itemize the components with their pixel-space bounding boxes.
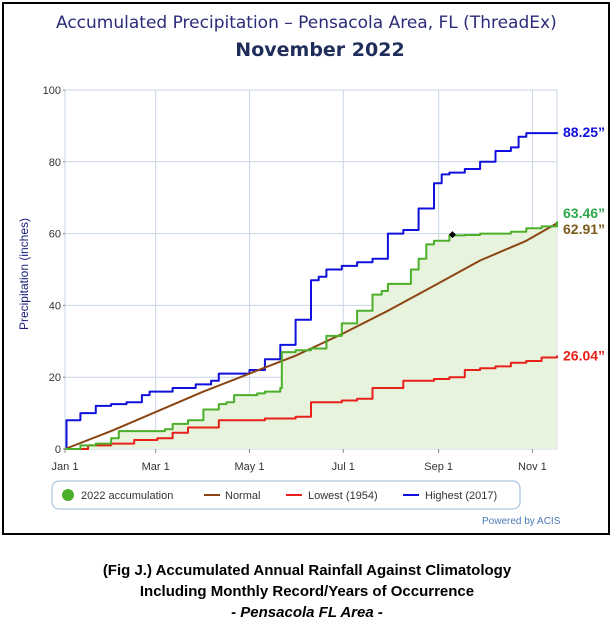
y-tick-label: 0: [55, 444, 61, 456]
series-line-normal: [64, 222, 558, 450]
chart-subtitle: November 2022: [235, 39, 404, 61]
legend: 2022 accumulation Normal Lowest (1954) H…: [51, 480, 521, 510]
x-tick-label: Jan 1: [52, 461, 79, 473]
y-tick-label: 80: [49, 157, 61, 169]
y-tick-label: 20: [49, 372, 61, 384]
caption-line-1: (Fig J.) Accumulated Annual Rainfall Aga…: [102, 562, 512, 579]
y-axis-ticks: 0 20 40 60 80 100: [43, 85, 65, 456]
credit[interactable]: Powered by ACIS: [482, 516, 561, 527]
series-lines: [64, 132, 558, 450]
end-label-2022-accumulation: 63.46”: [563, 205, 605, 221]
caption-line-3: - Pensacola FL Area -: [231, 604, 383, 621]
legend-2022-swatch: [62, 489, 74, 501]
legend-2022-label[interactable]: 2022 accumulation: [81, 490, 173, 502]
x-tick-label: Mar 1: [142, 461, 170, 473]
x-tick-label: Jul 1: [332, 461, 355, 473]
y-tick-label: 60: [49, 229, 61, 241]
x-tick-label: Nov 1: [518, 461, 547, 473]
end-label-highest-2017: 88.25”: [563, 124, 605, 140]
chart-title: Accumulated Precipitation – Pensacola Ar…: [56, 13, 557, 33]
fill-2022-accumulation: [65, 221, 557, 449]
series-line-highest-2017: [65, 132, 558, 450]
y-axis-label: Precipitation (inches): [17, 218, 31, 330]
chart-frame: Accumulated Precipitation – Pensacola Ar…: [2, 2, 610, 535]
x-tick-label: May 1: [235, 461, 265, 473]
y-tick-label: 40: [49, 300, 61, 312]
figure-caption: (Fig J.) Accumulated Annual Rainfall Aga…: [0, 560, 614, 623]
legend-normal-label[interactable]: Normal: [225, 490, 260, 502]
x-tick-label: Sep 1: [424, 461, 453, 473]
current-value-marker: [448, 231, 456, 239]
end-labels: 63.46”62.91” 26.04” 88.25”: [563, 124, 605, 363]
series-line-lowest-1954: [65, 355, 558, 450]
legend-lowest-label[interactable]: Lowest (1954): [308, 490, 378, 502]
legend-highest-label[interactable]: Highest (2017): [425, 490, 497, 502]
y-tick-label: 100: [43, 85, 61, 97]
caption-line-2: Including Monthly Record/Years of Occurr…: [139, 583, 475, 600]
chart: Accumulated Precipitation – Pensacola Ar…: [17, 13, 605, 527]
end-label-lowest-1954: 26.04”: [563, 348, 605, 364]
end-label-normal: 62.91”: [563, 221, 605, 237]
x-axis-ticks: Jan 1 Mar 1 May 1 Jul 1 Sep 1 Nov 1: [52, 449, 547, 473]
accumulation-fill: [65, 221, 557, 449]
